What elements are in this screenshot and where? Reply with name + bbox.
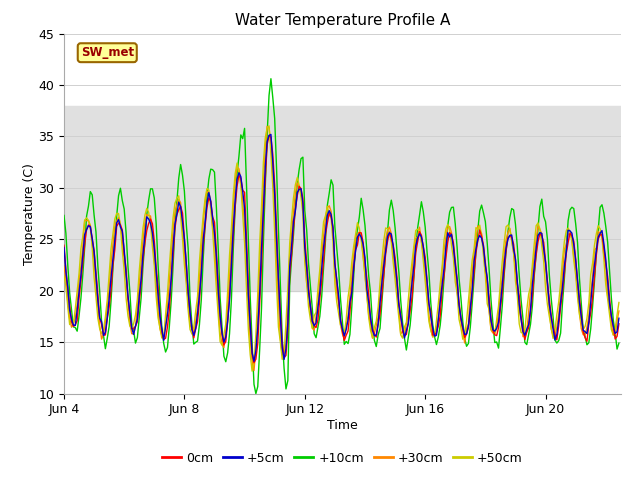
- Legend: 0cm, +5cm, +10cm, +30cm, +50cm: 0cm, +5cm, +10cm, +30cm, +50cm: [157, 447, 528, 469]
- Title: Water Temperature Profile A: Water Temperature Profile A: [235, 13, 450, 28]
- Text: SW_met: SW_met: [81, 46, 134, 59]
- Y-axis label: Temperature (C): Temperature (C): [22, 163, 36, 264]
- Bar: [64, 106, 621, 291]
- X-axis label: Time: Time: [327, 419, 358, 432]
